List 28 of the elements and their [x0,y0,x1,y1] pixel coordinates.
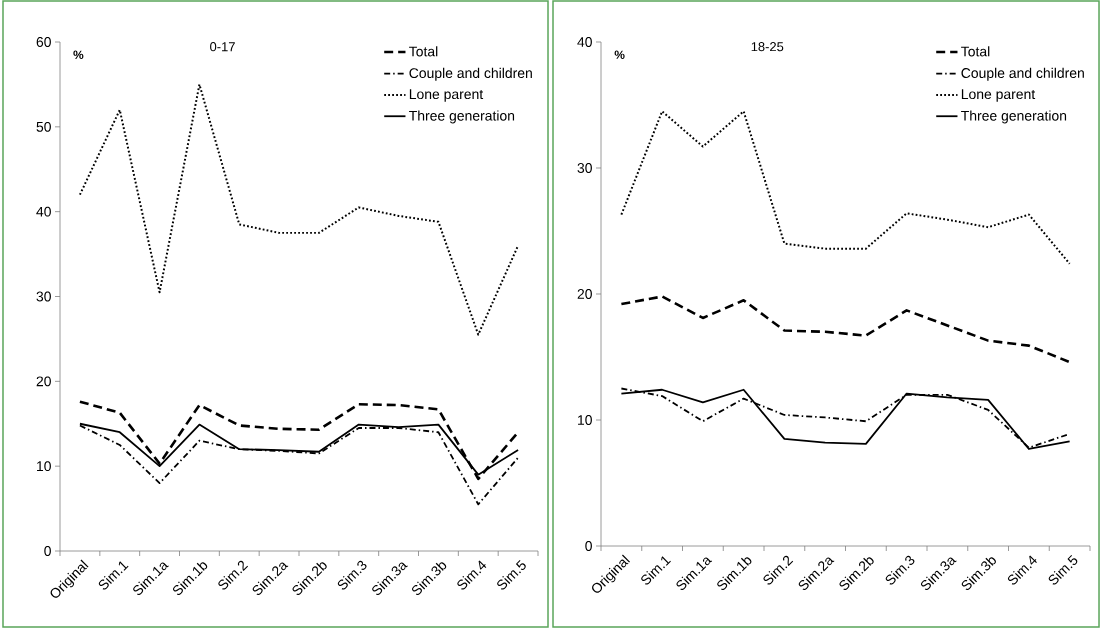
legend-label: Couple and children [409,67,532,81]
y-tick-label: 40 [577,37,592,47]
y-tick-label: 60 [36,37,51,47]
y-tick-label: 30 [577,163,592,173]
legend-label: Lone parent [409,89,484,102]
y-tick-label: 40 [36,206,51,217]
legend-label: Total [409,46,438,57]
y-tick-label: 30 [36,291,51,302]
legend-label: Total [961,46,990,57]
y-tick-label: 0 [44,546,51,556]
y-tick-label: 10 [578,415,592,425]
legend-label: Three generation [409,110,515,124]
y-tick-label: 10 [37,461,51,472]
line-series [78,83,520,336]
chart-title: 18-25 [751,42,784,52]
line-series [620,110,1071,265]
y-tick-label: 50 [36,121,51,132]
chart-title: 0-17 [210,42,235,52]
y-tick-label: 20 [577,289,592,299]
y-axis-title: % [614,50,625,59]
line-series [78,400,520,481]
legend-label: Lone parent [961,89,1036,102]
y-tick-label: 20 [36,376,51,387]
legend-label: Couple and children [961,67,1084,81]
line-series [620,295,1071,364]
y-axis-title: % [73,50,84,60]
y-tick-label: 0 [585,541,592,551]
legend-label: Three generation [961,110,1067,124]
